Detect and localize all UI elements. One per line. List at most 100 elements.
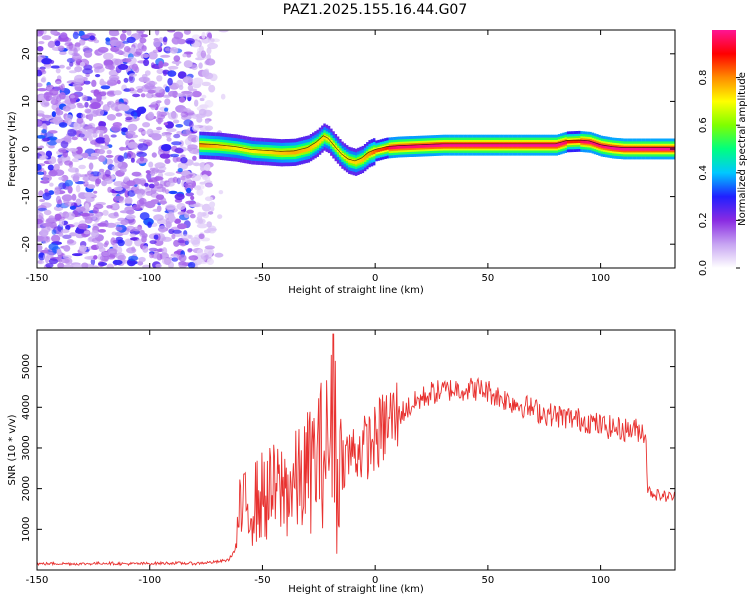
heatmap-noise-cell [100, 85, 111, 90]
heatmap-noise-cell [45, 263, 54, 268]
heatmap-noise-cell [201, 31, 206, 39]
heatmap-ridge-cell [618, 147, 622, 151]
heatmap-noise-cell [151, 152, 157, 158]
heatmap-noise-cell [41, 129, 47, 134]
y-tick-label: 20 [21, 47, 32, 60]
heatmap-ridge-cell [609, 146, 613, 150]
heatmap-ridge-cell [485, 143, 489, 147]
heatmap-noise-cell [207, 211, 214, 215]
x-tick-label: 50 [482, 273, 495, 284]
heatmap-ridge-cell [584, 140, 588, 144]
heatmap-ridge-cell [307, 146, 310, 152]
heatmap-ridge-cell [535, 143, 538, 147]
heatmap-noise-cell [204, 182, 213, 188]
heatmap-noise-cell [172, 229, 182, 234]
heatmap-noise-cell [112, 243, 118, 250]
heatmap-ridge-cell [316, 141, 319, 146]
heatmap-ridge-cell [460, 143, 464, 147]
heatmap-noise-cell [107, 254, 116, 260]
heatmap-ridge-cell [616, 146, 619, 151]
heatmap-ridge-cell [397, 145, 401, 149]
heatmap-noise-cell [180, 176, 186, 181]
heatmap-noise-cell [38, 41, 45, 45]
heatmap-ridge-cell [212, 143, 216, 148]
heatmap-noise-cell [48, 243, 59, 251]
heatmap-ridge-cell [542, 143, 545, 147]
colorbar-tick-label: 0.2 [698, 212, 709, 228]
heatmap-noise-cell [87, 156, 99, 160]
heatmap-noise-cell [70, 98, 77, 104]
colorbar: 0.0 0.2 0.4 0.6 0.8 Normalized spectral ampl… [698, 30, 748, 276]
heatmap-noise-cell [182, 76, 193, 84]
heatmap-noise-cell [194, 78, 200, 85]
heatmap-noise-cell [44, 247, 49, 254]
heatmap-noise-cell [78, 133, 85, 138]
heatmap-noise-cell [45, 64, 52, 69]
heatmap-noise-cell [39, 66, 46, 70]
heatmap-noise-cell [84, 203, 90, 210]
heatmap-noise-cell [148, 247, 158, 252]
heatmap-ridge-cell [352, 159, 356, 164]
heatmap-noise-cell [102, 209, 109, 216]
heatmap-noise-cell [45, 217, 57, 223]
heatmap-ridge-cell [384, 147, 387, 151]
heatmap-ridge-cell [478, 143, 482, 147]
heatmap-ridge-cell [248, 148, 252, 153]
colorbar-tick-label: 0.8 [698, 70, 709, 86]
heatmap-noise-cell [40, 100, 50, 108]
heatmap-noise-cell [160, 144, 172, 152]
heatmap-ridge-cell [533, 143, 536, 147]
heatmap-noise-cell [40, 68, 45, 73]
heatmap-ridge-cell [472, 143, 475, 147]
heatmap-noise-cell [129, 87, 135, 92]
heatmap-noise-cell [196, 249, 204, 256]
heatmap-noise-cell [50, 30, 58, 35]
y-tick-label: -20 [21, 236, 32, 252]
heatmap-noise-cell [49, 182, 54, 187]
heatmap-noise-cell [168, 90, 178, 97]
heatmap-ridge-cell [564, 140, 567, 145]
heatmap-noise-cell [145, 173, 151, 180]
heatmap-noise-cell [204, 196, 214, 202]
heatmap-noise-cell [123, 77, 129, 83]
heatmap-noise-cell [153, 39, 161, 48]
heatmap-noise-cell [133, 112, 138, 119]
heatmap-ridge-cell [596, 143, 599, 147]
heatmap-noise-cell [51, 111, 57, 118]
heatmap-noise-cell [138, 76, 150, 83]
heatmap-noise-cell [201, 69, 210, 78]
heatmap-noise-cell [90, 102, 101, 109]
heatmap-noise-cell [177, 240, 186, 244]
heatmap-noise-cell [165, 86, 170, 93]
heatmap-noise-cell [136, 106, 147, 115]
heatmap-ridge-cell [641, 147, 644, 151]
heatmap-noise-cell [138, 256, 146, 263]
heatmap-ridge-cell [303, 147, 306, 153]
heatmap-noise-cell [206, 47, 212, 55]
colorbar-tick-label: 0.4 [698, 165, 709, 181]
heatmap-noise-cell [86, 128, 93, 134]
heatmap-ridge-cell [273, 150, 277, 155]
heatmap-noise-cell [154, 86, 164, 94]
colorbar-title: Normalized spectral amplitude [737, 72, 748, 226]
heatmap-noise-cell [206, 221, 212, 228]
heatmap-ridge-cell [562, 141, 565, 145]
heatmap-noise-cell [177, 38, 186, 45]
heatmap-noise-cell [164, 107, 169, 112]
heatmap-noise-cell [42, 30, 47, 35]
heatmap-ridge-cell [627, 147, 631, 151]
heatmap-noise-cell [198, 233, 205, 240]
heatmap-noise-cell [149, 252, 154, 259]
heatmap-ridge-cell [224, 144, 227, 149]
heatmap-noise-cell [166, 137, 172, 142]
heatmap-ridge-cell [357, 159, 360, 164]
heatmap-noise-cell [187, 261, 196, 268]
heatmap-noise-cell [75, 167, 79, 174]
heatmap-noise-cell [37, 82, 43, 88]
heatmap-noise-cell [131, 171, 142, 177]
heatmap-noise-cell [153, 199, 160, 204]
heatmap-noise-cell [190, 237, 201, 245]
heatmap-noise-cell [165, 181, 175, 187]
heatmap-ridge-cell [663, 147, 667, 151]
heatmap-noise-cell [42, 174, 52, 182]
